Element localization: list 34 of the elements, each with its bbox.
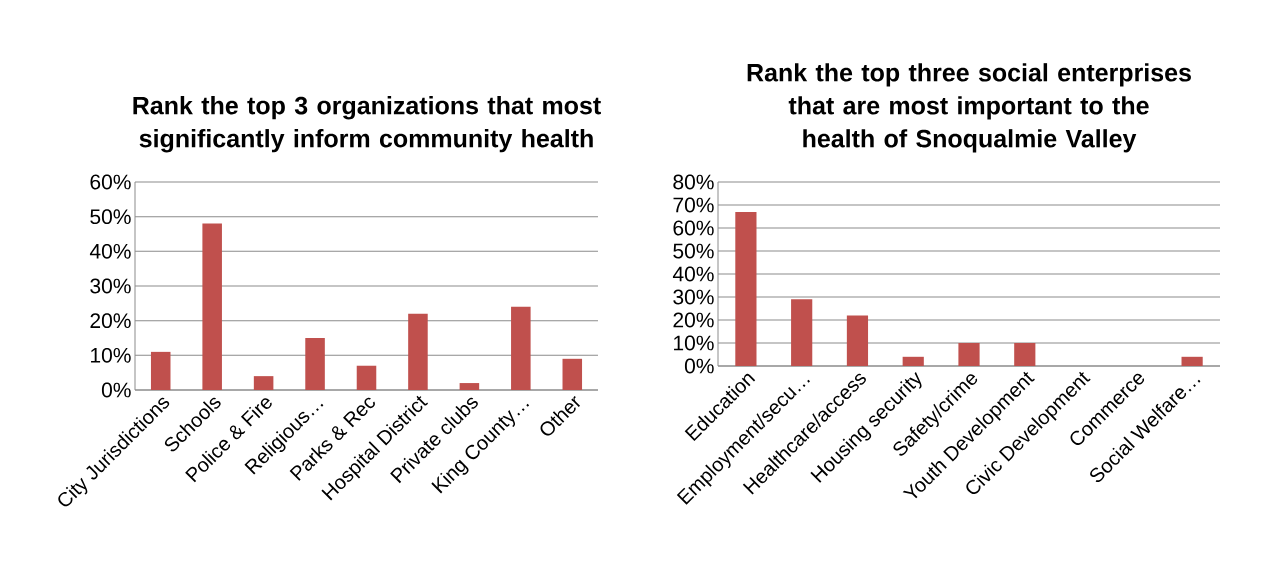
bar xyxy=(735,211,757,366)
bar xyxy=(511,306,531,390)
y-tick-label: 30% xyxy=(90,278,131,294)
y-tick-label: 10% xyxy=(674,335,714,351)
bar xyxy=(958,343,980,366)
y-tick-label: 10% xyxy=(91,347,131,363)
bar xyxy=(408,313,428,390)
bar xyxy=(846,315,869,366)
y-tick-label: 30% xyxy=(673,289,714,305)
y-tick-label: 70% xyxy=(673,197,714,213)
bar xyxy=(1014,343,1036,366)
y-tick-label: 60% xyxy=(90,174,131,190)
y-tick-label: 80% xyxy=(673,174,714,190)
bar xyxy=(305,338,325,390)
bar xyxy=(902,356,924,366)
bar xyxy=(562,358,583,390)
y-tick-label: 20% xyxy=(673,312,714,328)
bar xyxy=(356,365,377,390)
y-tick-label: 40% xyxy=(89,243,131,259)
bar xyxy=(1181,356,1203,366)
y-tick-label: 0% xyxy=(684,358,714,374)
y-tick-label: 60% xyxy=(673,220,714,236)
bar xyxy=(253,376,274,390)
y-tick-label: 50% xyxy=(673,243,714,259)
chart-title: Rank the top 3 organizations that most significantly inform community health xyxy=(133,96,601,153)
chart-title: Rank the top three social enterprises that are most important to the health of Snoqualmie Valley xyxy=(747,63,1191,153)
bar xyxy=(150,351,171,390)
bar xyxy=(791,299,813,366)
bar xyxy=(459,383,480,390)
y-tick-label: 50% xyxy=(90,209,131,225)
y-tick-label: 0% xyxy=(101,382,131,398)
bar xyxy=(202,223,222,390)
y-tick-label: 20% xyxy=(90,313,131,329)
y-tick-label: 40% xyxy=(672,266,714,282)
